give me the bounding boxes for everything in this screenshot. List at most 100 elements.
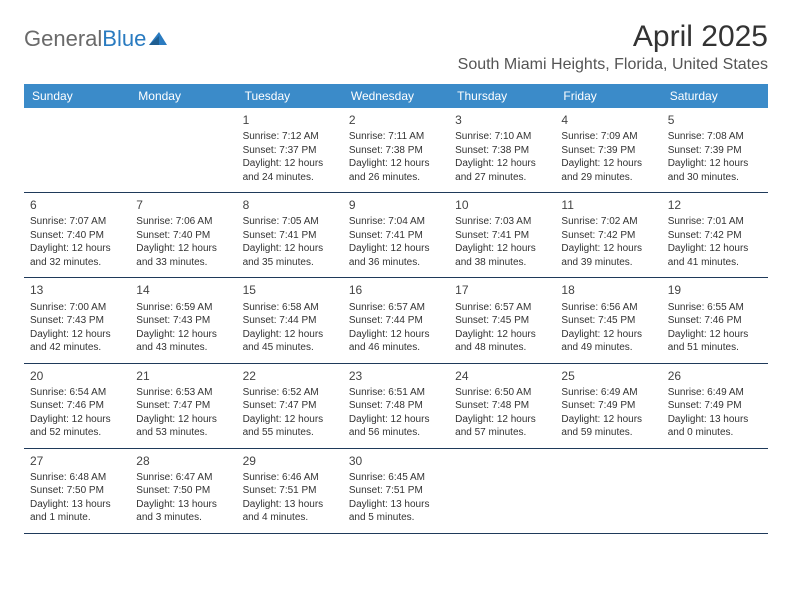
daylight-line: Daylight: 13 hours and 5 minutes. — [349, 498, 443, 525]
sunset-line: Sunset: 7:37 PM — [243, 144, 337, 158]
sunrise-line: Sunrise: 6:51 AM — [349, 386, 443, 400]
day-cell: 7Sunrise: 7:06 AMSunset: 7:40 PMDaylight… — [130, 193, 236, 277]
day-number: 16 — [349, 282, 443, 298]
sunset-line: Sunset: 7:50 PM — [136, 484, 230, 498]
week-row: 27Sunrise: 6:48 AMSunset: 7:50 PMDayligh… — [24, 449, 768, 534]
sunset-line: Sunset: 7:46 PM — [30, 399, 124, 413]
daylight-line: Daylight: 12 hours and 30 minutes. — [668, 157, 762, 184]
daylight-line: Daylight: 12 hours and 59 minutes. — [561, 413, 655, 440]
day-cell: 29Sunrise: 6:46 AMSunset: 7:51 PMDayligh… — [237, 449, 343, 533]
day-number: 1 — [243, 112, 337, 128]
sunset-line: Sunset: 7:49 PM — [561, 399, 655, 413]
day-number: 17 — [455, 282, 549, 298]
week-row: 6Sunrise: 7:07 AMSunset: 7:40 PMDaylight… — [24, 193, 768, 278]
day-number: 26 — [668, 368, 762, 384]
daylight-line: Daylight: 12 hours and 52 minutes. — [30, 413, 124, 440]
daylight-line: Daylight: 12 hours and 48 minutes. — [455, 328, 549, 355]
sunrise-line: Sunrise: 6:46 AM — [243, 471, 337, 485]
day-cell: 13Sunrise: 7:00 AMSunset: 7:43 PMDayligh… — [24, 278, 130, 362]
sunset-line: Sunset: 7:51 PM — [243, 484, 337, 498]
sunrise-line: Sunrise: 7:09 AM — [561, 130, 655, 144]
daylight-line: Daylight: 12 hours and 32 minutes. — [30, 242, 124, 269]
dow-header-monday: Monday — [130, 84, 236, 108]
day-number: 11 — [561, 197, 655, 213]
sunset-line: Sunset: 7:41 PM — [243, 229, 337, 243]
day-cell: 23Sunrise: 6:51 AMSunset: 7:48 PMDayligh… — [343, 364, 449, 448]
page-header: GeneralBlue April 2025 South Miami Heigh… — [24, 20, 768, 74]
sunrise-line: Sunrise: 6:57 AM — [349, 301, 443, 315]
daylight-line: Daylight: 12 hours and 57 minutes. — [455, 413, 549, 440]
sunset-line: Sunset: 7:41 PM — [349, 229, 443, 243]
day-cell: 16Sunrise: 6:57 AMSunset: 7:44 PMDayligh… — [343, 278, 449, 362]
day-number: 19 — [668, 282, 762, 298]
sunrise-line: Sunrise: 7:12 AM — [243, 130, 337, 144]
sunrise-line: Sunrise: 7:08 AM — [668, 130, 762, 144]
daylight-line: Daylight: 12 hours and 53 minutes. — [136, 413, 230, 440]
sunset-line: Sunset: 7:45 PM — [455, 314, 549, 328]
sunrise-line: Sunrise: 6:49 AM — [561, 386, 655, 400]
empty-cell — [555, 449, 661, 533]
day-cell: 11Sunrise: 7:02 AMSunset: 7:42 PMDayligh… — [555, 193, 661, 277]
day-cell: 14 Sunrise: 6:59 AMSunset: 7:43 PMDayligh… — [130, 278, 236, 362]
sunset-line: Sunset: 7:47 PM — [243, 399, 337, 413]
day-cell: 21Sunrise: 6:53 AMSunset: 7:47 PMDayligh… — [130, 364, 236, 448]
sunrise-line: Sunrise: 6:50 AM — [455, 386, 549, 400]
daylight-line: Daylight: 12 hours and 46 minutes. — [349, 328, 443, 355]
daylight-line: Daylight: 12 hours and 39 minutes. — [561, 242, 655, 269]
sunrise-line: Sunrise: 6:56 AM — [561, 301, 655, 315]
dow-header-tuesday: Tuesday — [237, 84, 343, 108]
day-number: 30 — [349, 453, 443, 469]
day-number: 3 — [455, 112, 549, 128]
daylight-line: Daylight: 12 hours and 35 minutes. — [243, 242, 337, 269]
day-number: 21 — [136, 368, 230, 384]
dow-header-sunday: Sunday — [24, 84, 130, 108]
sunrise-line: Sunrise: 6:48 AM — [30, 471, 124, 485]
sunrise-line: Sunrise: 7:00 AM — [30, 301, 124, 315]
day-cell: 1Sunrise: 7:12 AMSunset: 7:37 PMDaylight… — [237, 108, 343, 192]
day-cell: 26Sunrise: 6:49 AMSunset: 7:49 PMDayligh… — [662, 364, 768, 448]
daylight-line: Daylight: 12 hours and 43 minutes. — [136, 328, 230, 355]
calendar-grid: SundayMondayTuesdayWednesdayThursdayFrid… — [24, 84, 768, 534]
sunrise-line: Sunrise: 6:59 AM — [136, 301, 230, 315]
day-number: 10 — [455, 197, 549, 213]
day-cell: 20Sunrise: 6:54 AMSunset: 7:46 PMDayligh… — [24, 364, 130, 448]
day-cell: 3Sunrise: 7:10 AMSunset: 7:38 PMDaylight… — [449, 108, 555, 192]
sunset-line: Sunset: 7:47 PM — [136, 399, 230, 413]
day-number: 12 — [668, 197, 762, 213]
week-row: 1 Sunrise: 7:12 AMSunset: 7:37 PM Daylight… — [24, 108, 768, 193]
month-title: April 2025 — [458, 20, 768, 54]
sunset-line: Sunset: 7:43 PM — [136, 314, 230, 328]
daylight-line: Daylight: 13 hours and 1 minute. — [30, 498, 124, 525]
sunrise-line: Sunrise: 6:47 AM — [136, 471, 230, 485]
sunrise-line: Sunrise: 6:55 AM — [668, 301, 762, 315]
day-cell: 5Sunrise: 7:08 AMSunset: 7:39 PMDaylight… — [662, 108, 768, 192]
sunrise-line: Sunrise: 7:06 AM — [136, 215, 230, 229]
daylight-line: Daylight: 13 hours and 4 minutes. — [243, 498, 337, 525]
day-cell: 8 Sunrise: 7:05 AMSunset: 7:41 PMDaylight… — [237, 193, 343, 277]
day-number: 18 — [561, 282, 655, 298]
day-cell: 28Sunrise: 6:47 AMSunset: 7:50 PMDayligh… — [130, 449, 236, 533]
daylight-line: Daylight: 13 hours and 3 minutes. — [136, 498, 230, 525]
empty-cell — [130, 108, 236, 192]
day-cell: 27Sunrise: 6:48 AMSunset: 7:50 PMDayligh… — [24, 449, 130, 533]
sunset-line: Sunset: 7:41 PM — [455, 229, 549, 243]
daylight-line: Daylight: 12 hours and 41 minutes. — [668, 242, 762, 269]
sunset-line: Sunset: 7:46 PM — [668, 314, 762, 328]
day-number: 13 — [30, 282, 124, 298]
day-number: 8 — [243, 197, 337, 213]
brand-logo: GeneralBlue — [24, 26, 169, 52]
sunrise-line: Sunrise: 6:57 AM — [455, 301, 549, 315]
sunrise-line: Sunrise: 7:10 AM — [455, 130, 549, 144]
day-cell: 19Sunrise: 6:55 AMSunset: 7:46 PMDayligh… — [662, 278, 768, 362]
daylight-line: Daylight: 12 hours and 38 minutes. — [455, 242, 549, 269]
day-cell: 18Sunrise: 6:56 AMSunset: 7:45 PMDayligh… — [555, 278, 661, 362]
daylight-line: Daylight: 12 hours and 42 minutes. — [30, 328, 124, 355]
week-row: 20Sunrise: 6:54 AMSunset: 7:46 PMDayligh… — [24, 364, 768, 449]
day-number: 4 — [561, 112, 655, 128]
location-text: South Miami Heights, Florida, United Sta… — [458, 56, 768, 74]
day-number: 15 — [243, 282, 337, 298]
day-number: 14 — [136, 282, 230, 298]
weeks-container: 1 Sunrise: 7:12 AMSunset: 7:37 PM Daylight… — [24, 108, 768, 534]
daylight-line: Daylight: 12 hours and 27 minutes. — [455, 157, 549, 184]
sunrise-line: Sunrise: 7:05 AM — [243, 215, 337, 229]
